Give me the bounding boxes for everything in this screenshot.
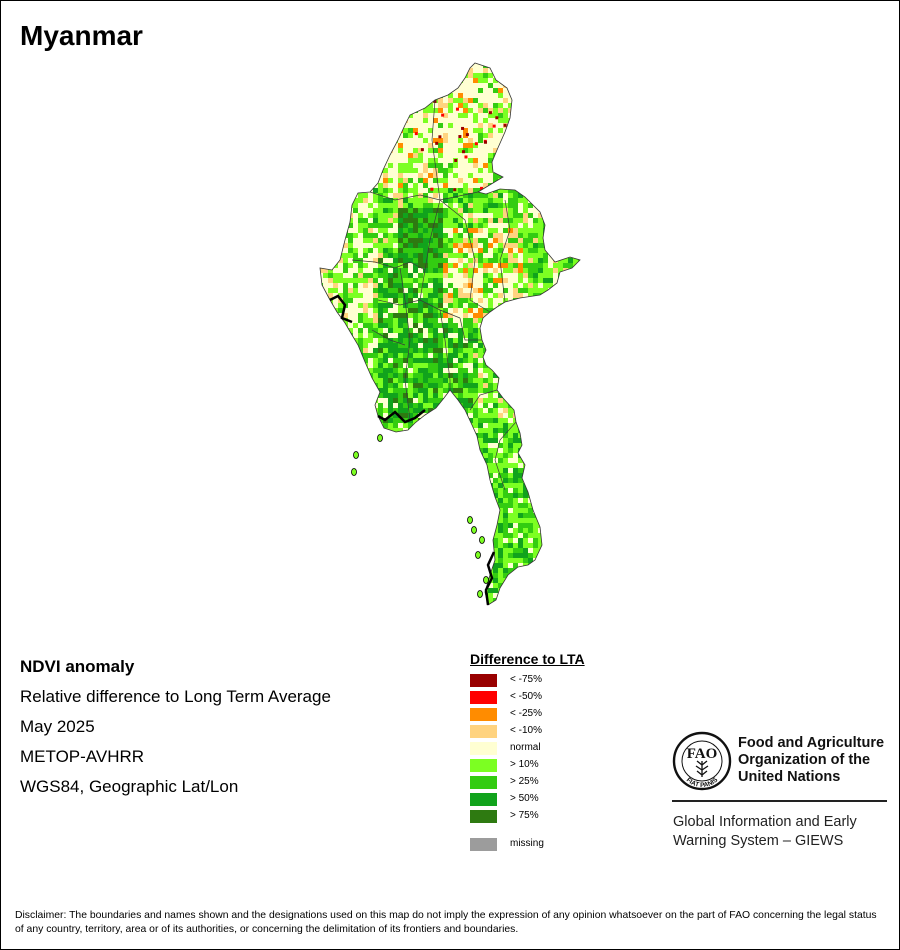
legend-item-missing: missing bbox=[470, 836, 585, 853]
disclaimer-text: Disclaimer: The boundaries and names sho… bbox=[15, 910, 877, 935]
legend-swatch bbox=[470, 691, 497, 704]
projection-label: WGS84, Geographic Lat/Lon bbox=[20, 777, 239, 796]
fao-logo-icon: FAO FIAT PANIS bbox=[672, 731, 732, 791]
legend-item: normal bbox=[470, 740, 585, 757]
sensor-label: METOP-AVHRR bbox=[20, 747, 145, 766]
legend-swatch bbox=[470, 742, 497, 755]
legend-label-missing: missing bbox=[510, 838, 544, 849]
legend-label: < -25% bbox=[510, 708, 542, 719]
legend-label: < -10% bbox=[510, 725, 542, 736]
legend-item: > 10% bbox=[470, 757, 585, 774]
legend-item: > 50% bbox=[470, 791, 585, 808]
legend-item: > 75% bbox=[470, 808, 585, 825]
legend-item: < -25% bbox=[470, 706, 585, 723]
legend-item: < -10% bbox=[470, 723, 585, 740]
legend-label: > 25% bbox=[510, 776, 539, 787]
map-info-block: NDVI anomaly Relative difference to Long… bbox=[20, 656, 331, 806]
legend-swatch bbox=[470, 759, 497, 772]
legend-label: > 50% bbox=[510, 793, 539, 804]
legend-swatch bbox=[470, 776, 497, 789]
product-name: NDVI anomaly bbox=[20, 657, 135, 676]
map-legend: Difference to LTA < -75% < -50% < -25% <… bbox=[470, 651, 585, 853]
legend-item: > 25% bbox=[470, 774, 585, 791]
legend-swatch bbox=[470, 674, 497, 687]
legend-swatch bbox=[470, 708, 497, 721]
organization-name: Food and Agriculture Organization of the… bbox=[738, 735, 885, 785]
legend-swatch bbox=[470, 810, 497, 823]
fao-logo-letters: FAO bbox=[687, 746, 718, 762]
legend-label: < -75% bbox=[510, 674, 542, 685]
legend-label: > 10% bbox=[510, 759, 539, 770]
legend-item: < -75% bbox=[470, 672, 585, 689]
legend-label: > 75% bbox=[510, 810, 539, 821]
period-label: May 2025 bbox=[20, 717, 95, 736]
legend-swatch-missing bbox=[470, 838, 497, 851]
legend-label: normal bbox=[510, 742, 541, 753]
giews-label: Global Information and Early Warning Sys… bbox=[673, 814, 857, 849]
logo-divider bbox=[672, 800, 887, 802]
legend-item: < -50% bbox=[470, 689, 585, 706]
map-title: Myanmar bbox=[20, 20, 143, 51]
myanmar-map bbox=[319, 62, 581, 606]
legend-swatch bbox=[470, 793, 497, 806]
product-description: Relative difference to Long Term Average bbox=[20, 687, 331, 706]
legend-label: < -50% bbox=[510, 691, 542, 702]
legend-title: Difference to LTA bbox=[470, 651, 585, 667]
legend-swatch bbox=[470, 725, 497, 738]
